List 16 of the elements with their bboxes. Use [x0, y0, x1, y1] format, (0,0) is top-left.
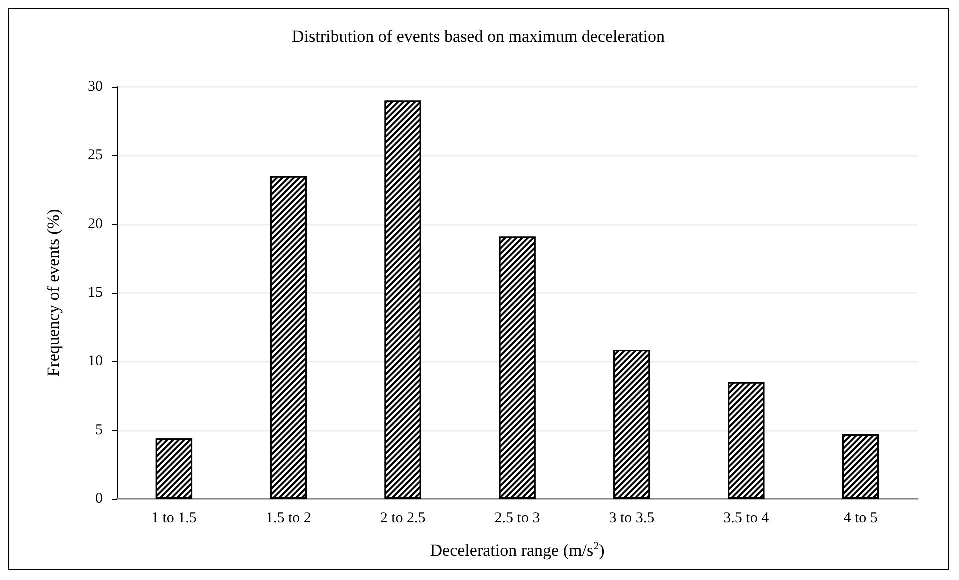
y-tick-label: 30	[88, 79, 103, 95]
x-tick-label: 2 to 2.5	[380, 510, 426, 526]
x-tick-label: 1.5 to 2	[266, 510, 312, 526]
chart-title: Distribution of events based on maximum deceleration	[292, 27, 666, 46]
y-tick-label: 25	[88, 148, 103, 164]
y-tick-label: 5	[96, 422, 103, 438]
y-tick-label: 20	[88, 216, 103, 232]
y-tick-label: 0	[96, 491, 103, 507]
y-axis-title: Frequency of events (%)	[44, 209, 63, 377]
y-tick-label: 15	[88, 285, 103, 301]
x-tick-label: 3 to 3.5	[609, 510, 655, 526]
x-tick-label: 4 to 5	[844, 510, 878, 526]
x-tick-label: 3.5 to 4	[724, 510, 770, 526]
x-tick-label: 1 to 1.5	[152, 510, 197, 526]
x-tick-label: 2.5 to 3	[494, 510, 540, 526]
y-tick-label: 10	[88, 354, 103, 370]
